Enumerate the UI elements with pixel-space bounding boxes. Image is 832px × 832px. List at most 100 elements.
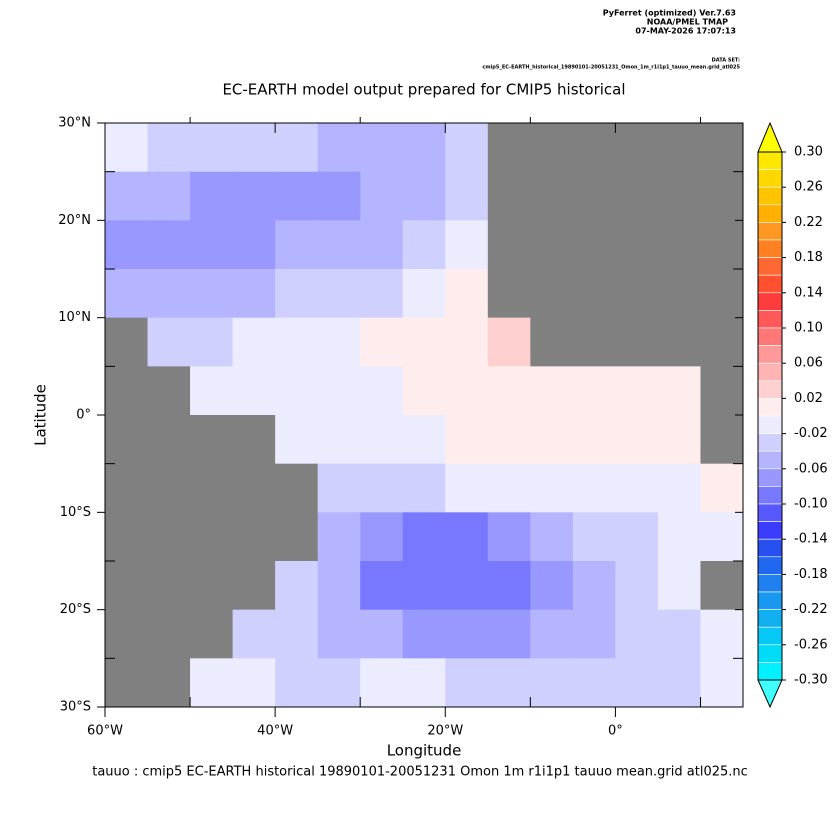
field-cell bbox=[275, 609, 319, 659]
colorbar-tick-label: -0.10 bbox=[794, 497, 828, 512]
y-tick-label: 30°S bbox=[60, 700, 91, 715]
field-cell bbox=[445, 658, 489, 708]
field-cell bbox=[190, 220, 234, 270]
land-cell bbox=[657, 269, 701, 319]
field-cell bbox=[700, 609, 744, 659]
field-cell bbox=[360, 561, 404, 611]
field-cell bbox=[700, 463, 744, 513]
field-cell bbox=[317, 415, 361, 465]
dataset-label: DATA SET: bbox=[712, 58, 740, 64]
field-cell bbox=[572, 561, 616, 611]
colorbar-band bbox=[757, 433, 783, 452]
y-tick-label: 10°N bbox=[58, 310, 91, 325]
field-cell bbox=[105, 123, 149, 173]
x-axis-label: Longitude bbox=[387, 742, 462, 760]
field-cell bbox=[360, 512, 404, 562]
field-cell bbox=[572, 366, 616, 416]
land-cell bbox=[487, 123, 531, 173]
field-cell bbox=[402, 317, 446, 367]
field-cell bbox=[657, 658, 701, 708]
colorbar-band bbox=[757, 151, 783, 170]
field-cell bbox=[700, 658, 744, 708]
land-cell bbox=[530, 269, 574, 319]
field-cell bbox=[360, 220, 404, 270]
field-cell bbox=[232, 269, 276, 319]
field-cell bbox=[360, 415, 404, 465]
land-cell bbox=[487, 220, 531, 270]
colorbar-band bbox=[757, 327, 783, 346]
colorbar-band bbox=[757, 468, 783, 487]
field-cell bbox=[275, 561, 319, 611]
field-cell bbox=[275, 123, 319, 173]
field-cell bbox=[402, 415, 446, 465]
field-cell bbox=[445, 463, 489, 513]
x-tick-label: 60°W bbox=[87, 724, 123, 739]
field-cell bbox=[275, 171, 319, 221]
field-cell bbox=[275, 269, 319, 319]
colorbar-band bbox=[757, 662, 783, 681]
land-cell bbox=[232, 415, 276, 465]
field-cell bbox=[402, 366, 446, 416]
land-cell bbox=[530, 220, 574, 270]
y-tick-label: 30°N bbox=[58, 116, 91, 131]
colorbar-band bbox=[757, 345, 783, 364]
field-cell bbox=[105, 171, 149, 221]
field-cell bbox=[657, 366, 701, 416]
land-cell bbox=[105, 366, 149, 416]
land-cell bbox=[232, 512, 276, 562]
land-cell bbox=[105, 609, 149, 659]
land-cell bbox=[190, 415, 234, 465]
header-line: NOAA/PMEL TMAP bbox=[647, 18, 728, 27]
land-cell bbox=[572, 171, 616, 221]
field-cell bbox=[700, 512, 744, 562]
field-cell bbox=[445, 123, 489, 173]
field-cell bbox=[657, 463, 701, 513]
colorbar-tick-label: -0.06 bbox=[794, 461, 828, 476]
field-cell bbox=[232, 317, 276, 367]
field-cell bbox=[530, 463, 574, 513]
land-cell bbox=[190, 512, 234, 562]
land-cell bbox=[700, 220, 744, 270]
land-cell bbox=[572, 123, 616, 173]
land-cell bbox=[190, 609, 234, 659]
colorbar-band bbox=[757, 538, 783, 558]
land-cell bbox=[700, 317, 744, 367]
field-cell bbox=[147, 317, 191, 367]
field-cell bbox=[147, 220, 191, 270]
land-cell bbox=[105, 317, 149, 367]
field-cell bbox=[445, 269, 489, 319]
y-tick-label: 20°S bbox=[60, 602, 91, 617]
field-cell bbox=[657, 609, 701, 659]
field-cell bbox=[232, 609, 276, 659]
field-cell bbox=[487, 512, 531, 562]
field-cell bbox=[147, 171, 191, 221]
field-cell bbox=[190, 123, 234, 173]
colorbar-band bbox=[757, 450, 783, 470]
land-cell bbox=[487, 269, 531, 319]
field-cell bbox=[360, 123, 404, 173]
colorbar-tick-label: 0.30 bbox=[794, 145, 823, 160]
field-cell bbox=[487, 609, 531, 659]
land-cell bbox=[700, 171, 744, 221]
field-cell bbox=[615, 609, 659, 659]
field-cell bbox=[572, 415, 616, 465]
field-cell bbox=[232, 220, 276, 270]
land-cell bbox=[147, 658, 191, 708]
land-cell bbox=[232, 463, 276, 513]
field-cell bbox=[657, 512, 701, 562]
field-cell bbox=[317, 609, 361, 659]
colorbar-band bbox=[757, 204, 783, 223]
land-cell bbox=[700, 366, 744, 416]
colorbar-tick-label: 0.02 bbox=[794, 391, 823, 406]
field-cell bbox=[402, 123, 446, 173]
field-cell bbox=[190, 269, 234, 319]
field-cell bbox=[615, 512, 659, 562]
colorbar-band bbox=[757, 274, 783, 294]
land-cell bbox=[147, 463, 191, 513]
land-cell bbox=[487, 171, 531, 221]
colorbar-band bbox=[757, 486, 783, 505]
field-cell bbox=[615, 658, 659, 708]
field-cell bbox=[657, 561, 701, 611]
colorbar-band bbox=[757, 521, 783, 540]
